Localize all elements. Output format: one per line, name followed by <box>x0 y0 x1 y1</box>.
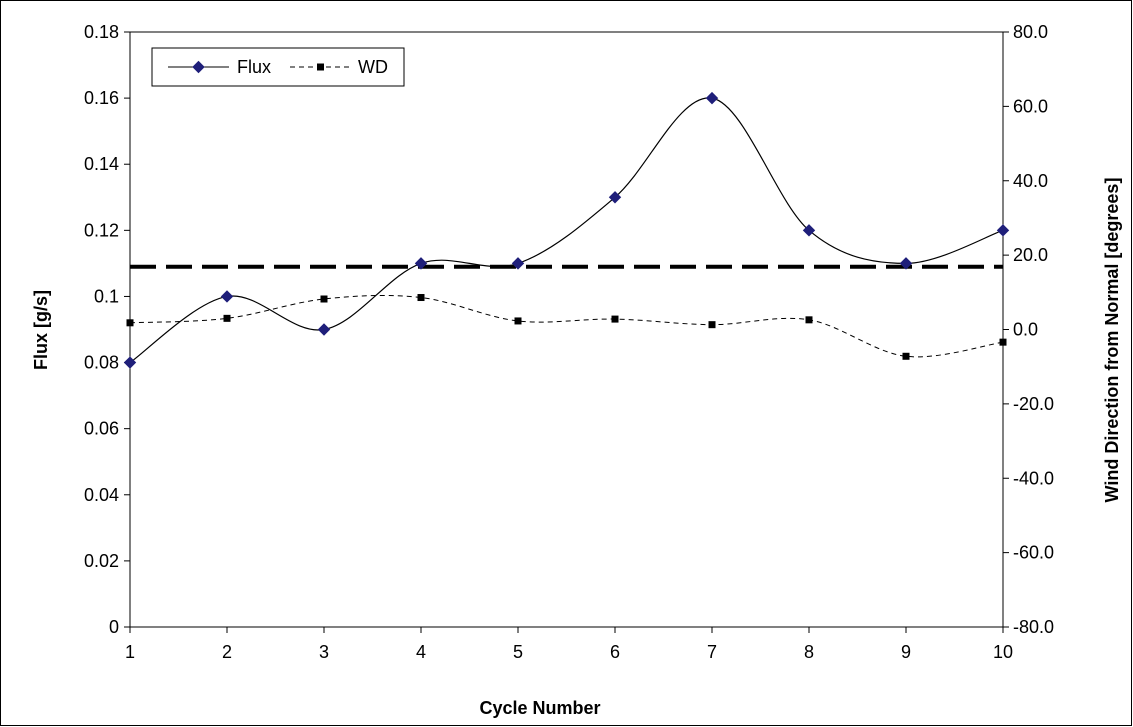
wd-data-point <box>611 315 619 323</box>
left-tick-label: 0.14 <box>84 154 119 174</box>
wd-data-point <box>417 294 425 302</box>
wd-data-point <box>805 316 813 324</box>
x-tick-label: 4 <box>416 642 426 662</box>
x-tick-label: 3 <box>319 642 329 662</box>
flux-data-point <box>996 224 1010 237</box>
legend-flux-marker <box>192 60 205 74</box>
legend-flux-label: Flux <box>237 57 271 77</box>
series-layer <box>123 91 1010 369</box>
legend-wd-label: WD <box>358 57 388 77</box>
left-tick-label: 0 <box>109 617 119 637</box>
right-axis-ticks: -80.0 -60.0 -40.0 -20.0 0.0 20.0 40.0 60.0 80.0 <box>1003 22 1054 637</box>
x-tick-label: 1 <box>125 642 135 662</box>
left-tick-label: 0.04 <box>84 485 119 505</box>
left-tick-label: 0.1 <box>94 286 119 306</box>
x-tick-label: 5 <box>513 642 523 662</box>
x-tick-label: 2 <box>222 642 232 662</box>
x-tick-label: 10 <box>993 642 1013 662</box>
left-tick-label: 0.06 <box>84 419 119 439</box>
wd-series-line <box>129 294 1004 358</box>
y2-axis-title: Wind Direction from Normal [degrees] <box>1102 178 1122 503</box>
left-tick-label: 0.16 <box>84 88 119 108</box>
x-tick-label: 7 <box>707 642 717 662</box>
flux-series-line <box>129 97 1004 364</box>
flux-data-point <box>511 257 525 270</box>
wd-data-point <box>223 314 231 322</box>
right-tick-label: 0.0 <box>1013 320 1038 340</box>
right-tick-label: -20.0 <box>1013 394 1054 414</box>
right-tick-label: 20.0 <box>1013 245 1048 265</box>
right-tick-label: 60.0 <box>1013 96 1048 116</box>
flux-data-point <box>705 91 719 105</box>
right-tick-label: 80.0 <box>1013 22 1048 42</box>
right-tick-label: -60.0 <box>1013 543 1054 563</box>
legend-wd-marker <box>317 63 324 71</box>
flux-data-point <box>899 257 913 270</box>
flux-data-point <box>802 224 816 237</box>
wd-data-point <box>320 295 328 303</box>
left-tick-label: 0.02 <box>84 551 119 571</box>
flux-data-point <box>123 356 137 369</box>
wd-data-point <box>999 338 1007 346</box>
legend: Flux WD <box>151 47 405 87</box>
flux-data-point <box>220 290 234 303</box>
x-axis-ticks: 1 2 3 4 5 6 7 8 9 10 <box>125 627 1013 662</box>
left-tick-label: 0.08 <box>84 353 119 373</box>
left-tick-label: 0.18 <box>84 22 119 42</box>
wd-data-point <box>514 317 522 325</box>
x-axis-title: Cycle Number <box>479 698 600 718</box>
right-tick-label: 40.0 <box>1013 171 1048 191</box>
x-tick-label: 9 <box>901 642 911 662</box>
flux-data-point <box>317 323 331 336</box>
y-axis-title: Flux [g/s] <box>31 290 51 370</box>
x-tick-label: 8 <box>804 642 814 662</box>
flux-data-point <box>608 191 622 204</box>
wd-data-point <box>126 319 134 327</box>
wd-data-point <box>708 321 716 329</box>
right-tick-label: -80.0 <box>1013 617 1054 637</box>
x-tick-label: 6 <box>610 642 620 662</box>
right-tick-label: -40.0 <box>1013 468 1054 488</box>
left-axis-ticks: 0 0.02 0.04 0.06 0.08 0.1 0.12 0.14 0.16 0.18 <box>84 22 130 637</box>
flux-data-point <box>414 257 428 270</box>
left-tick-label: 0.12 <box>84 220 119 240</box>
wd-data-point <box>902 352 910 360</box>
